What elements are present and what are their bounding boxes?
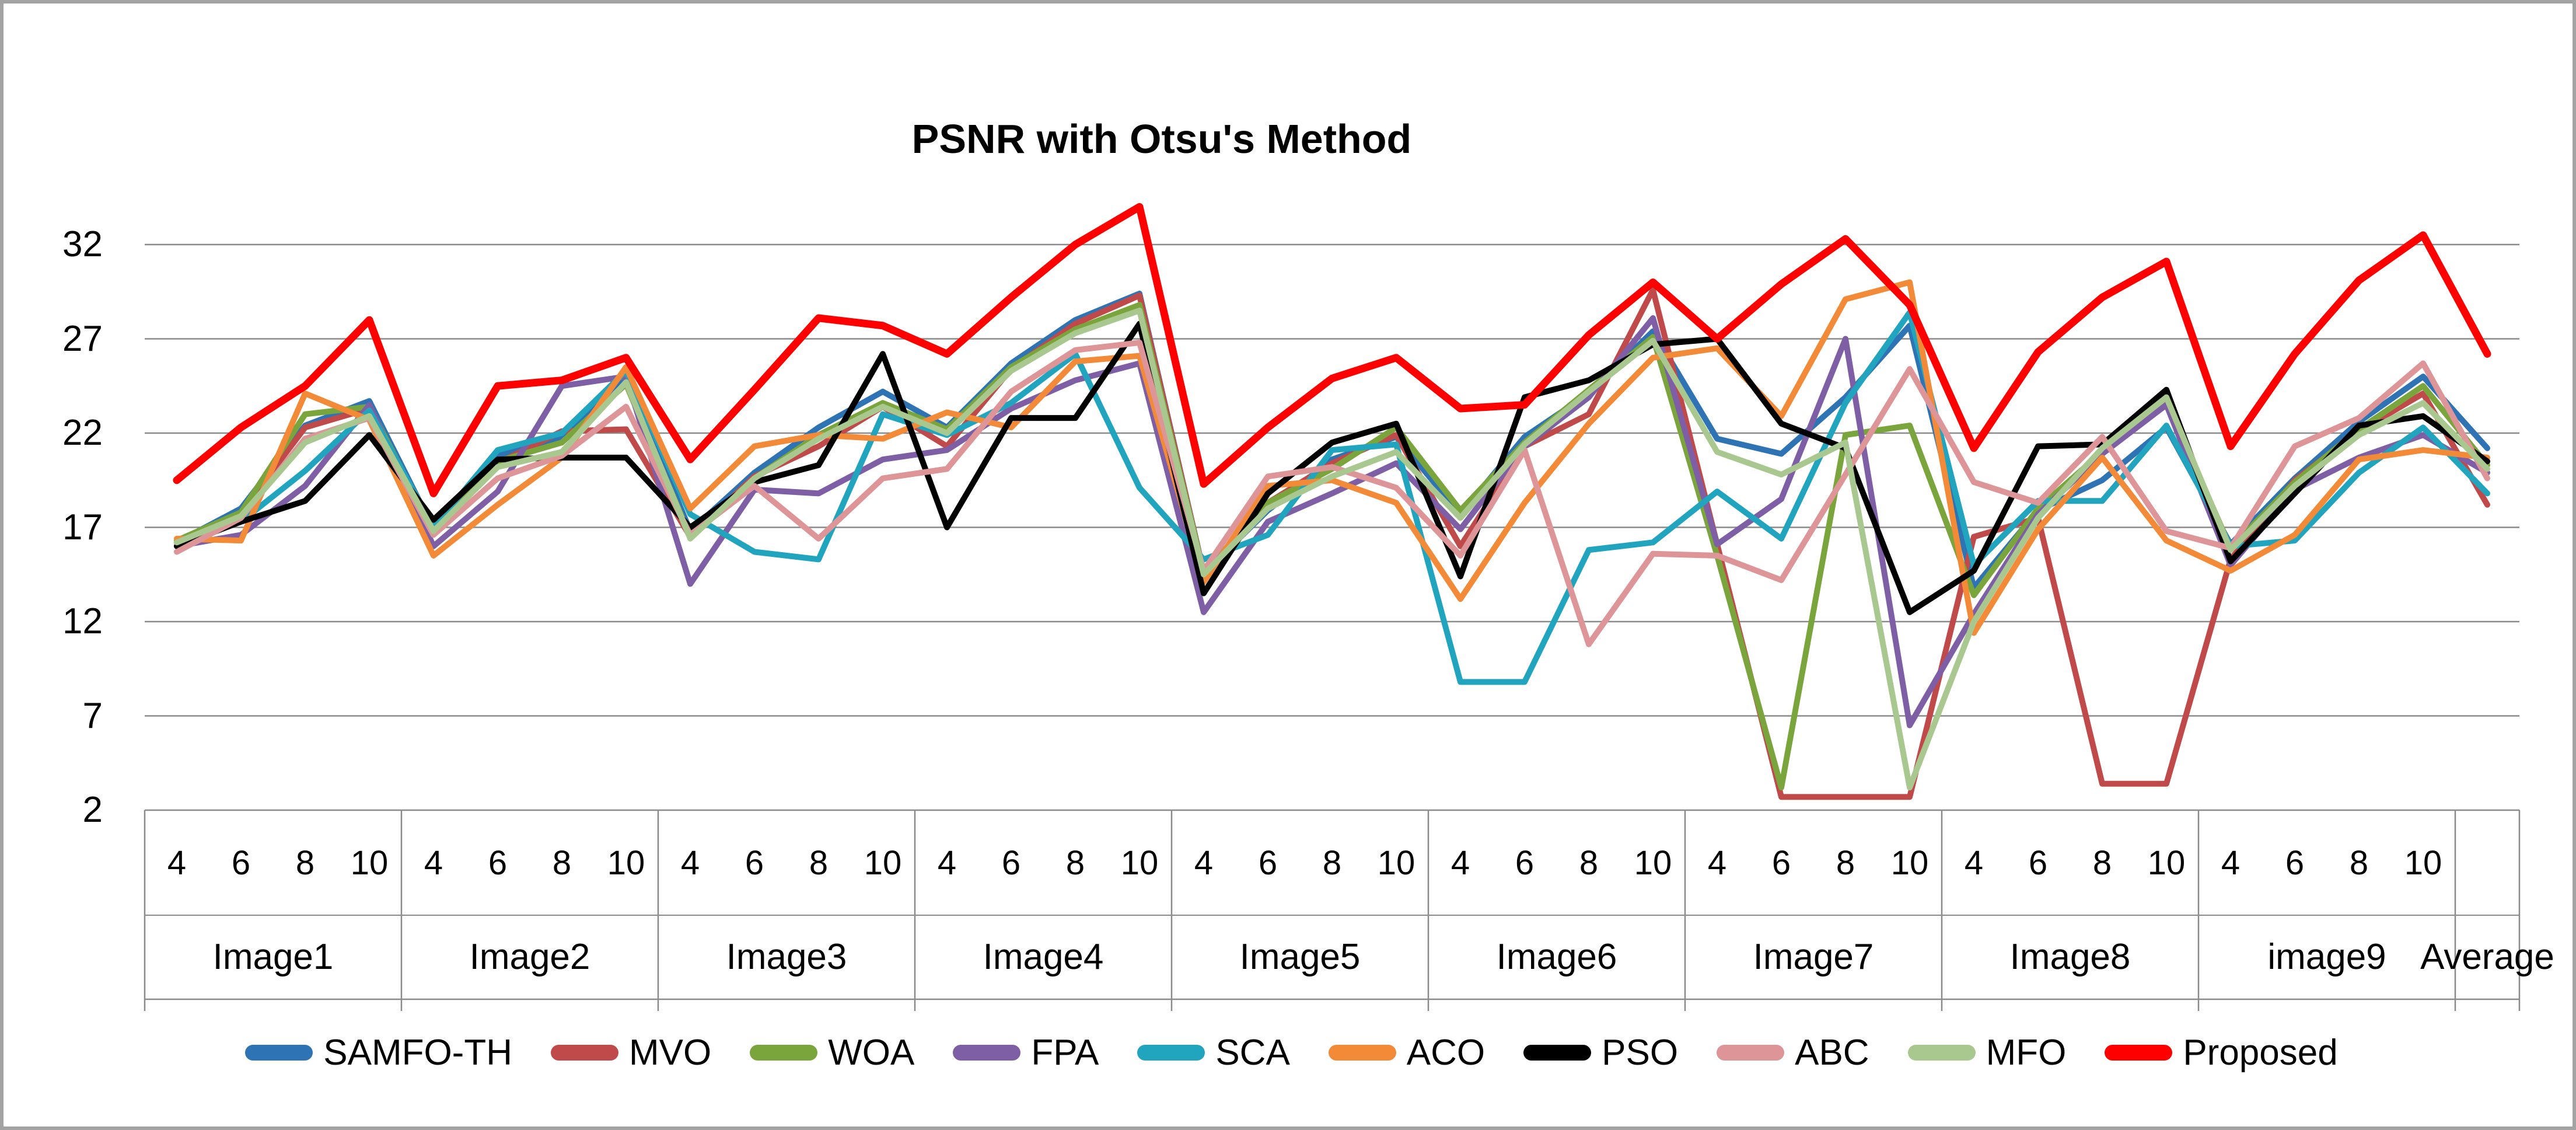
x-tick-label: 6 — [1515, 844, 1535, 882]
legend-marker-icon — [1907, 1044, 1976, 1061]
y-tick-label: 17 — [62, 507, 103, 547]
chart-title: PSNR with Otsu's Method — [911, 116, 1412, 162]
legend-marker-icon — [1523, 1044, 1592, 1061]
x-tick-label: 6 — [1258, 844, 1278, 882]
legend-marker-icon — [245, 1044, 313, 1061]
series-line-ABC — [174, 339, 2490, 647]
x-tick-label: 6 — [2285, 844, 2305, 882]
x-tick-label: 6 — [1001, 844, 1021, 882]
x-tick-label: 10 — [1120, 844, 1159, 882]
x-tick-label: 8 — [1579, 844, 1599, 882]
legend-item-WOA: WOA — [750, 1032, 914, 1073]
legend-item-ABC: ABC — [1717, 1032, 1869, 1073]
series-line-SCA — [174, 309, 2490, 685]
legend-label: SCA — [1215, 1032, 1290, 1073]
group-label-Image3: Image3 — [726, 937, 847, 977]
legend: SAMFO-TH MVO WOA FPA SCA ACO PSO ABC MFO Proposed — [4, 1020, 2572, 1084]
legend-label: FPA — [1031, 1032, 1099, 1073]
x-tick-label: 10 — [350, 844, 389, 882]
legend-item-SCA: SCA — [1137, 1032, 1290, 1073]
legend-marker-icon — [1328, 1044, 1396, 1061]
x-tick-label: 8 — [1065, 844, 1085, 882]
legend-item-SAMFO-TH: SAMFO-TH — [245, 1032, 512, 1073]
y-tick-label: 12 — [62, 601, 103, 641]
x-tick-label: 6 — [231, 844, 251, 882]
group-label-Image5: Image5 — [1239, 937, 1361, 977]
x-tick-label: 6 — [2028, 844, 2048, 882]
legend-item-MVO: MVO — [550, 1032, 712, 1073]
legend-label: ACO — [1406, 1032, 1486, 1073]
y-tick-label: 2 — [82, 790, 103, 830]
x-tick-label: 8 — [1836, 844, 1855, 882]
series-line-MVO — [174, 287, 2490, 800]
x-tick-label: 8 — [1322, 844, 1342, 882]
legend-item-PSO: PSO — [1523, 1032, 1678, 1073]
x-tick-label: 8 — [552, 844, 572, 882]
group-label-Image4: Image4 — [983, 937, 1104, 977]
group-label-Image2: Image2 — [469, 937, 590, 977]
legend-label: ABC — [1795, 1032, 1869, 1073]
y-tick-label: 7 — [82, 695, 103, 736]
x-tick-label: 4 — [167, 844, 187, 882]
legend-item-FPA: FPA — [953, 1032, 1099, 1073]
group-label-Image8: Image8 — [2009, 937, 2131, 977]
x-tick-label: 4 — [1450, 844, 1470, 882]
y-tick-label: 32 — [62, 224, 103, 264]
y-tick-label: 27 — [62, 318, 103, 359]
legend-item-Proposed: Proposed — [2105, 1032, 2338, 1073]
x-tick-label: 4 — [2221, 844, 2241, 882]
x-tick-label: 4 — [937, 844, 957, 882]
series-line-MFO — [174, 308, 2490, 791]
x-tick-label: 10 — [607, 844, 645, 882]
legend-marker-icon — [953, 1044, 1021, 1061]
group-label-image9: image9 — [2267, 937, 2386, 977]
x-tick-label: 10 — [1890, 844, 1929, 882]
legend-item-MFO: MFO — [1907, 1032, 2067, 1073]
series-line-Proposed — [173, 203, 2491, 497]
plot-area — [144, 203, 2521, 1011]
group-label-Image7: Image7 — [1753, 937, 1874, 977]
group-label-Image1: Image1 — [212, 937, 334, 977]
x-tick-label: 4 — [1194, 844, 1214, 882]
x-tick-label: 8 — [295, 844, 315, 882]
x-tick-label: 4 — [1707, 844, 1727, 882]
series-line-FPA — [174, 315, 2490, 728]
x-tick-label: 6 — [745, 844, 764, 882]
legend-label: PSO — [1602, 1032, 1679, 1073]
x-tick-label: 4 — [1964, 844, 1984, 882]
x-tick-label: 6 — [1771, 844, 1791, 882]
x-tick-label: 10 — [2147, 844, 2186, 882]
legend-marker-icon — [2105, 1044, 2173, 1061]
legend-marker-icon — [750, 1044, 818, 1061]
y-tick-label: 22 — [62, 413, 103, 453]
x-tick-label: 10 — [2404, 844, 2442, 882]
legend-item-ACO: ACO — [1328, 1032, 1486, 1073]
legend-label: Proposed — [2183, 1032, 2338, 1073]
group-label-Average: Average — [2420, 937, 2554, 977]
x-tick-label: 8 — [2092, 844, 2112, 882]
x-tick-label: 10 — [1634, 844, 1672, 882]
legend-label: WOA — [828, 1032, 915, 1073]
x-tick-label: 10 — [1377, 844, 1415, 882]
legend-label: MFO — [1986, 1032, 2067, 1073]
legend-label: SAMFO-TH — [323, 1032, 512, 1073]
legend-marker-icon — [1717, 1044, 1785, 1061]
x-tick-label: 4 — [424, 844, 443, 882]
legend-marker-icon — [1137, 1044, 1205, 1061]
x-tick-label: 10 — [864, 844, 902, 882]
x-tick-label: 4 — [680, 844, 700, 882]
legend-label: MVO — [628, 1032, 712, 1073]
group-label-Image6: Image6 — [1496, 937, 1617, 977]
x-tick-label: 8 — [2349, 844, 2369, 882]
x-tick-label: 8 — [809, 844, 829, 882]
legend-marker-icon — [550, 1044, 618, 1061]
x-tick-label: 6 — [488, 844, 508, 882]
